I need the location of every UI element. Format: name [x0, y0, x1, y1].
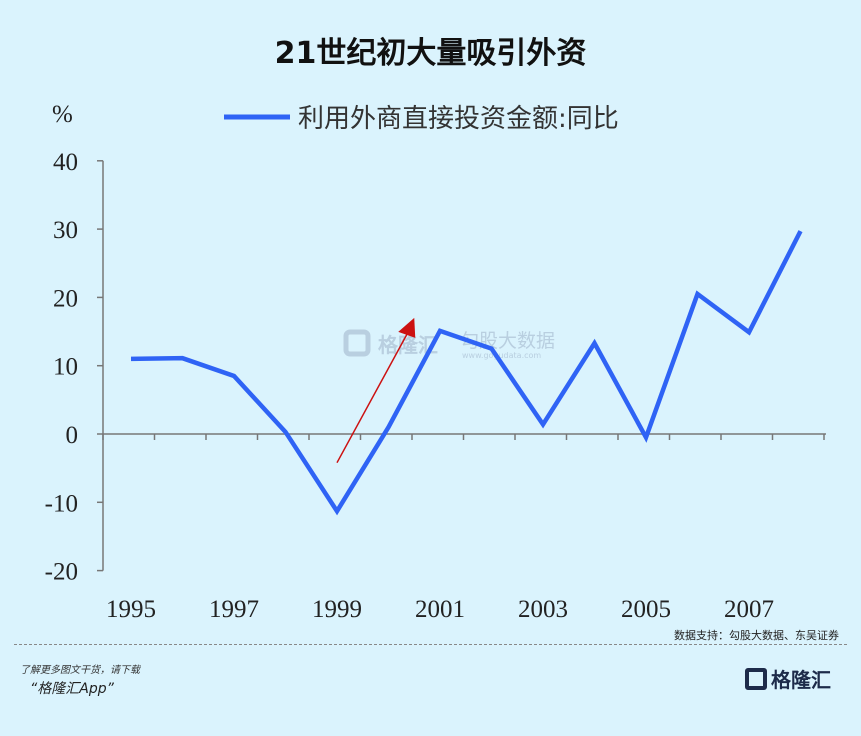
x-tick-label: 1995 [106, 596, 156, 623]
y-tick-label: 40 [53, 149, 78, 176]
legend-label: 利用外商直接投资金额:同比 [298, 104, 619, 134]
y-tick-label: 10 [53, 354, 78, 381]
x-tick-label: 1999 [312, 596, 362, 623]
y-tick-label: 30 [53, 217, 78, 244]
watermark-logo-icon [343, 329, 371, 357]
logo-g-icon [745, 667, 767, 690]
brand-logo: 格隆汇 [745, 664, 831, 693]
y-tick-label: -10 [45, 490, 78, 517]
data-source: 数据支持：勾股大数据、东吴证券 [674, 629, 839, 642]
x-tick-label: 2001 [415, 596, 465, 623]
x-tick-label: 2005 [621, 596, 671, 623]
watermark-url: www.gogudata.com [462, 351, 541, 360]
promo-text: 了解更多图文干货，请下载 [20, 665, 140, 676]
divider [14, 644, 847, 645]
annotation-arrow-head [398, 317, 416, 338]
logo-text: 格隆汇 [771, 668, 831, 692]
annotation-arrow-line [336, 331, 409, 464]
y-tick-label: 20 [53, 285, 78, 312]
chart-title: 21世纪初大量吸引外资 [274, 36, 587, 71]
promo-app-name: “格隆汇App” [30, 681, 114, 697]
x-tick-label: 2003 [518, 596, 568, 623]
y-axis-unit: % [52, 101, 73, 128]
y-tick-label: 0 [66, 422, 79, 449]
x-tick-label: 2007 [724, 596, 774, 623]
series-line [130, 230, 803, 516]
y-tick-label: -20 [45, 559, 78, 586]
x-tick-label: 1997 [209, 596, 259, 623]
